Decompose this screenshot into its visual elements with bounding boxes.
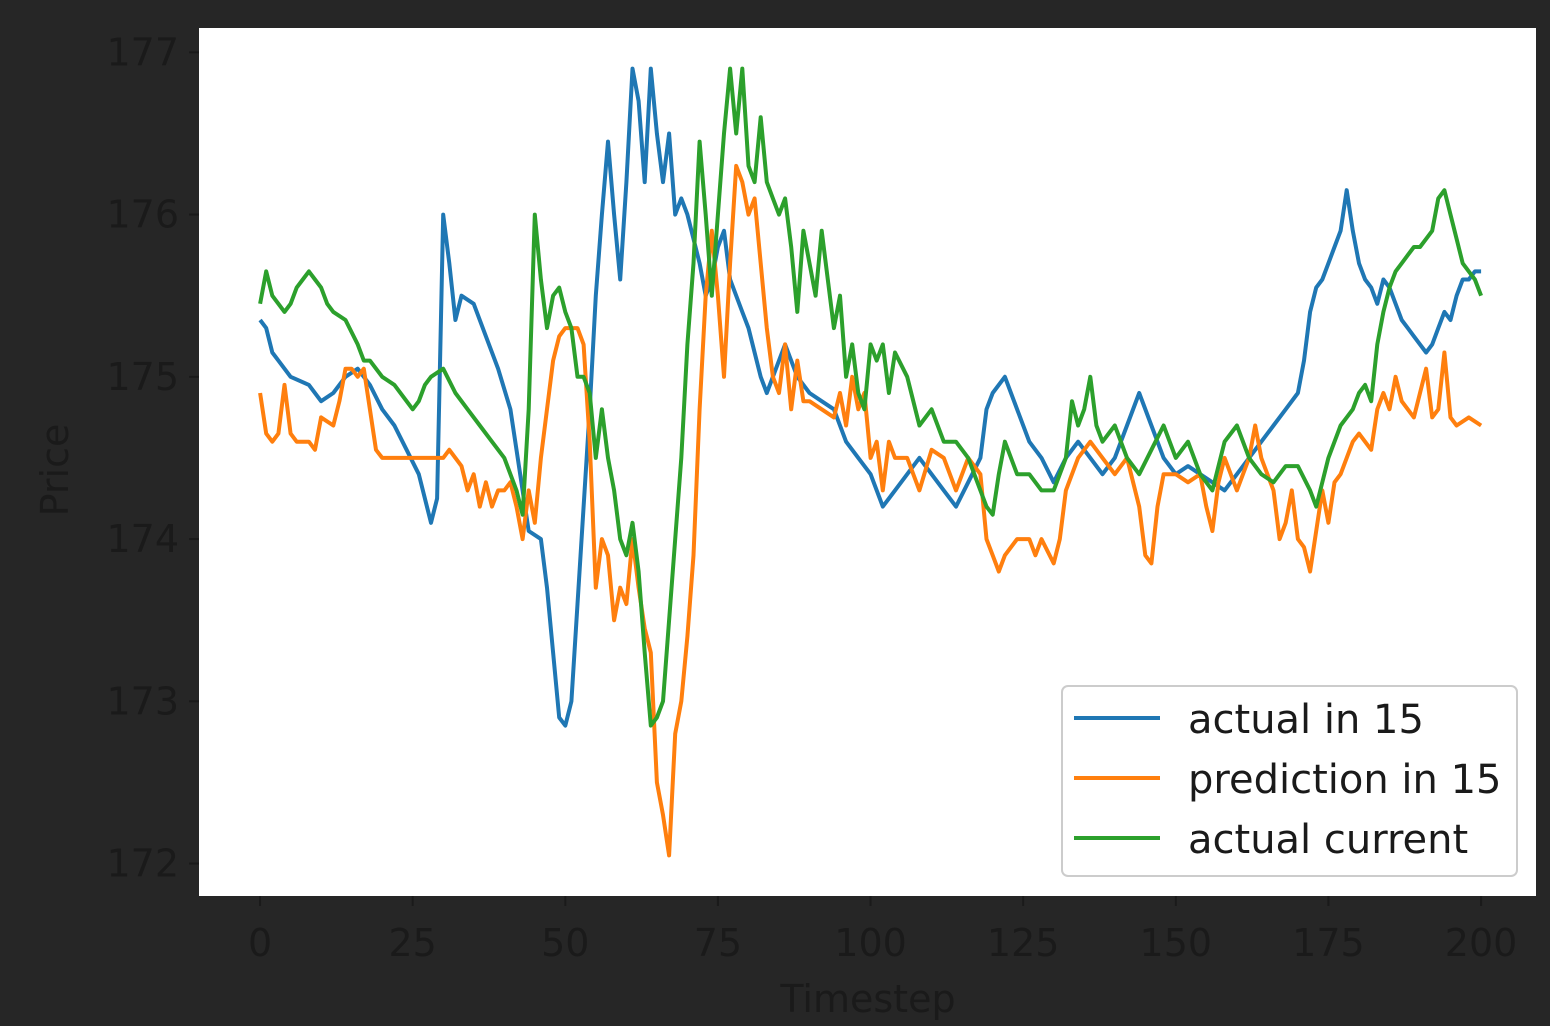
x-axis: 0 25 50 75 100 125 150 175 200 [248, 896, 1517, 965]
legend-box [1061, 685, 1518, 877]
x-tick-label: 175 [1292, 921, 1365, 965]
y-tick-label: 172 [106, 842, 179, 886]
series-line-actual-current [258, 66, 1483, 728]
x-tick-label: 75 [694, 921, 742, 965]
legend-label-actual-in-15: actual in 15 [1188, 697, 1424, 743]
y-tick-label: 175 [106, 355, 179, 399]
y-tick-label: 174 [106, 517, 179, 561]
x-tick-label: 0 [248, 921, 272, 965]
y-tick-label: 173 [106, 679, 179, 723]
x-tick-label: 200 [1445, 921, 1518, 965]
series-line-prediction-in-15 [258, 163, 1483, 858]
x-tick-label: 125 [987, 921, 1060, 965]
legend-label-actual-current: actual current [1188, 817, 1468, 863]
x-tick-label: 25 [388, 921, 436, 965]
y-tick-label: 177 [106, 30, 179, 74]
series-layer [258, 66, 1483, 858]
x-tick-label: 150 [1140, 921, 1213, 965]
x-axis-title: Timestep [779, 977, 955, 1021]
x-tick-label: 100 [834, 921, 907, 965]
series-line-actual-in-15 [258, 66, 1482, 728]
legend-label-prediction-in-15: prediction in 15 [1188, 757, 1501, 803]
legend: actual in 15 prediction in 15 actual cur… [1061, 685, 1518, 877]
y-axis-title: Price [33, 424, 77, 517]
y-tick-label: 176 [106, 193, 179, 237]
y-axis: 172 173 174 175 176 177 [106, 30, 199, 886]
x-tick-label: 50 [541, 921, 589, 965]
